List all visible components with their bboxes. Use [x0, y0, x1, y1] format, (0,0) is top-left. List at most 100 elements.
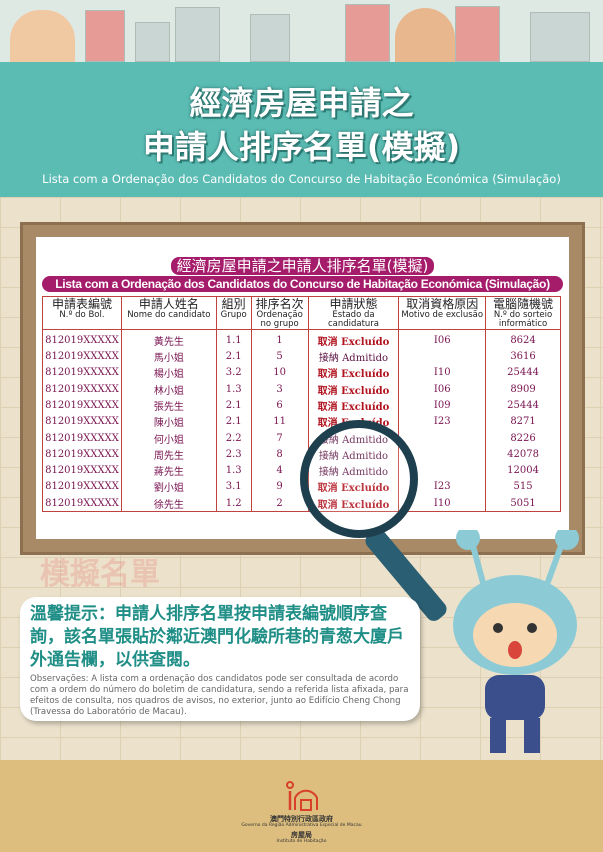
gov-name-pt: Governo da Região Administrativa Especia…: [241, 823, 362, 828]
table-cell: 2.1: [215, 413, 252, 430]
table-row: 812019XXXXX 周先生 2.3 8 接納 Admitido 42078: [42, 446, 561, 463]
table-row: 812019XXXXX 張先生 2.1 6 取消 Excluído I09 25444: [42, 397, 561, 414]
table-cell: 42078: [485, 446, 561, 463]
sheet-title-pt: Lista com a Ordenação dos Candidatos do …: [42, 276, 563, 292]
table-cell: 林小姐: [120, 381, 217, 398]
column-header-zh: 申請表編號: [51, 297, 112, 311]
table-cell: I09: [398, 397, 487, 414]
table-cell: 8909: [485, 381, 561, 398]
column-header-pt: Estado da candidatura: [327, 309, 379, 329]
table-cell: 812019XXXXX: [42, 446, 122, 463]
table-cell: 取消 Excluído: [307, 381, 400, 398]
table-row: 812019XXXXX 徐先生 1.2 2 取消 Excluído I10 5051: [42, 495, 561, 512]
page-subtitle: Lista com a Ordenação dos Candidatos do …: [42, 172, 561, 186]
title-banner: [0, 62, 603, 197]
table-cell: 3.2: [215, 364, 252, 382]
table-cell: 6: [250, 397, 309, 414]
notice-speech-bubble: 溫馨提示：申請人排序名單按申請表編號順序查詢，該名單張貼於鄰近澳門化驗所巷的青葱…: [20, 597, 420, 721]
table-cell: 2.2: [215, 429, 252, 447]
table-row: 812019XXXXX 林小姐 1.3 3 取消 Excluído I06 8909: [42, 381, 561, 398]
table-cell: I06: [398, 329, 487, 349]
elderly-couple-illustration: [395, 8, 455, 62]
table-cell: 3616: [485, 348, 561, 365]
column-header-zh: 取消資格原因: [406, 297, 479, 311]
table-cell: I10: [398, 364, 487, 382]
table-cell: 1: [250, 329, 309, 349]
column-header: 申請表編號 N.º do Bol.: [42, 295, 122, 331]
table-cell: 張先生: [120, 397, 217, 414]
table-cell: 陳小姐: [120, 413, 217, 430]
column-header-pt: N.º do Bol.: [59, 309, 105, 320]
column-header-zh: 電腦隨機號: [493, 297, 554, 311]
table-cell: 5: [250, 348, 309, 365]
column-header-zh: 排序名次: [255, 297, 304, 311]
page-title-line1: 經濟房屋申請之: [189, 84, 414, 122]
table-cell: 515: [485, 478, 561, 496]
table-row: 812019XXXXX 楊小姐 3.2 10 取消 Excluído I10 25444: [42, 364, 561, 382]
table-cell: 812019XXXXX: [42, 397, 122, 414]
table-cell: I06: [398, 381, 487, 398]
table-cell: 12004: [485, 462, 561, 479]
column-header: 組別 Grupo: [215, 295, 252, 331]
table-row: 812019XXXXX 黃先生 1.1 1 取消 Excluído I06 8624: [42, 329, 561, 349]
column-header-zh: 申請狀態: [329, 297, 378, 311]
table-cell: 812019XXXXX: [42, 348, 122, 365]
column-header: 申請人姓名 Nome do candidato: [120, 295, 217, 331]
table-cell: 1.3: [215, 381, 252, 398]
header-illustration: [0, 0, 603, 62]
table-cell: 3.1: [215, 478, 252, 496]
table-cell: 2.1: [215, 348, 252, 365]
mascot-character: [453, 530, 579, 753]
table-cell: 812019XXXXX: [42, 364, 122, 382]
table-cell: 劉小姐: [120, 478, 217, 496]
notice-sheet: 經濟房屋申請之申請人排序名單(模擬) Lista com a Ordenação…: [36, 237, 569, 539]
table-cell: 3: [250, 381, 309, 398]
table-cell: 2.3: [215, 446, 252, 463]
table-cell: 11: [250, 413, 309, 430]
table-cell: 25444: [485, 397, 561, 414]
table-cell: 2.1: [215, 397, 252, 414]
table-cell: 5051: [485, 495, 561, 512]
gov-name-zh: 澳門特別行政區政府: [270, 815, 333, 823]
table-cell: 周先生: [120, 446, 217, 463]
table-row: 812019XXXXX 馬小姐 2.1 5 接納 Admitido 3616: [42, 348, 561, 365]
table-cell: 馬小姐: [120, 348, 217, 365]
table-cell: 25444: [485, 364, 561, 382]
table-cell: 812019XXXXX: [42, 413, 122, 430]
table-row: 812019XXXXX 何小姐 2.2 7 接納 Admitido 8226: [42, 429, 561, 447]
table-cell: 蔣先生: [120, 462, 217, 479]
table-cell: 徐先生: [120, 495, 217, 512]
column-header-zh: 申請人姓名: [138, 297, 199, 311]
table-cell: 7: [250, 429, 309, 447]
table-cell: 8624: [485, 329, 561, 349]
table-cell: 812019XXXXX: [42, 462, 122, 479]
column-header-pt: Nome do candidato: [127, 309, 211, 320]
table-cell: 1.3: [215, 462, 252, 479]
table-cell: [398, 429, 487, 447]
family-illustration: [10, 10, 75, 62]
table-cell: 8226: [485, 429, 561, 447]
footer: 澳門特別行政區政府 Governo da Região Administrati…: [0, 760, 603, 852]
bulletin-board: 經濟房屋申請之申請人排序名單(模擬) Lista com a Ordenação…: [20, 222, 585, 555]
table-cell: 黃先生: [120, 329, 217, 349]
table-cell: 8: [250, 446, 309, 463]
sheet-title-zh: 經濟房屋申請之申請人排序名單(模擬): [170, 257, 435, 275]
table-cell: I23: [398, 413, 487, 430]
table-cell: 取消 Excluído: [307, 329, 400, 349]
page-title-line2: 申請人排序名單(模擬): [142, 128, 461, 166]
table-cell: 10: [250, 364, 309, 382]
magnifying-glass-icon: [300, 420, 418, 538]
column-header: 取消資格原因 Motivo de exclusão: [398, 295, 487, 331]
table-cell: 812019XXXXX: [42, 381, 122, 398]
table-cell: 接納 Admitido: [307, 348, 400, 365]
column-header-pt: Ordenação no grupo: [256, 309, 303, 329]
table-cell: 812019XXXXX: [42, 429, 122, 447]
housing-bureau-logo-icon: [286, 781, 318, 811]
table-cell: 812019XXXXX: [42, 495, 122, 512]
notice-text-pt: Observações: A lista com a ordenação dos…: [30, 674, 409, 717]
column-header: 申請狀態 Estado da candidatura: [307, 295, 400, 331]
column-header: 電腦隨機號 N.º do sorteio informático: [485, 295, 561, 331]
table-cell: 何小姐: [120, 429, 217, 447]
notice-text-zh: 溫馨提示：申請人排序名單按申請表編號順序查詢，該名單張貼於鄰近澳門化驗所巷的青葱…: [30, 604, 404, 670]
table-cell: 8271: [485, 413, 561, 430]
